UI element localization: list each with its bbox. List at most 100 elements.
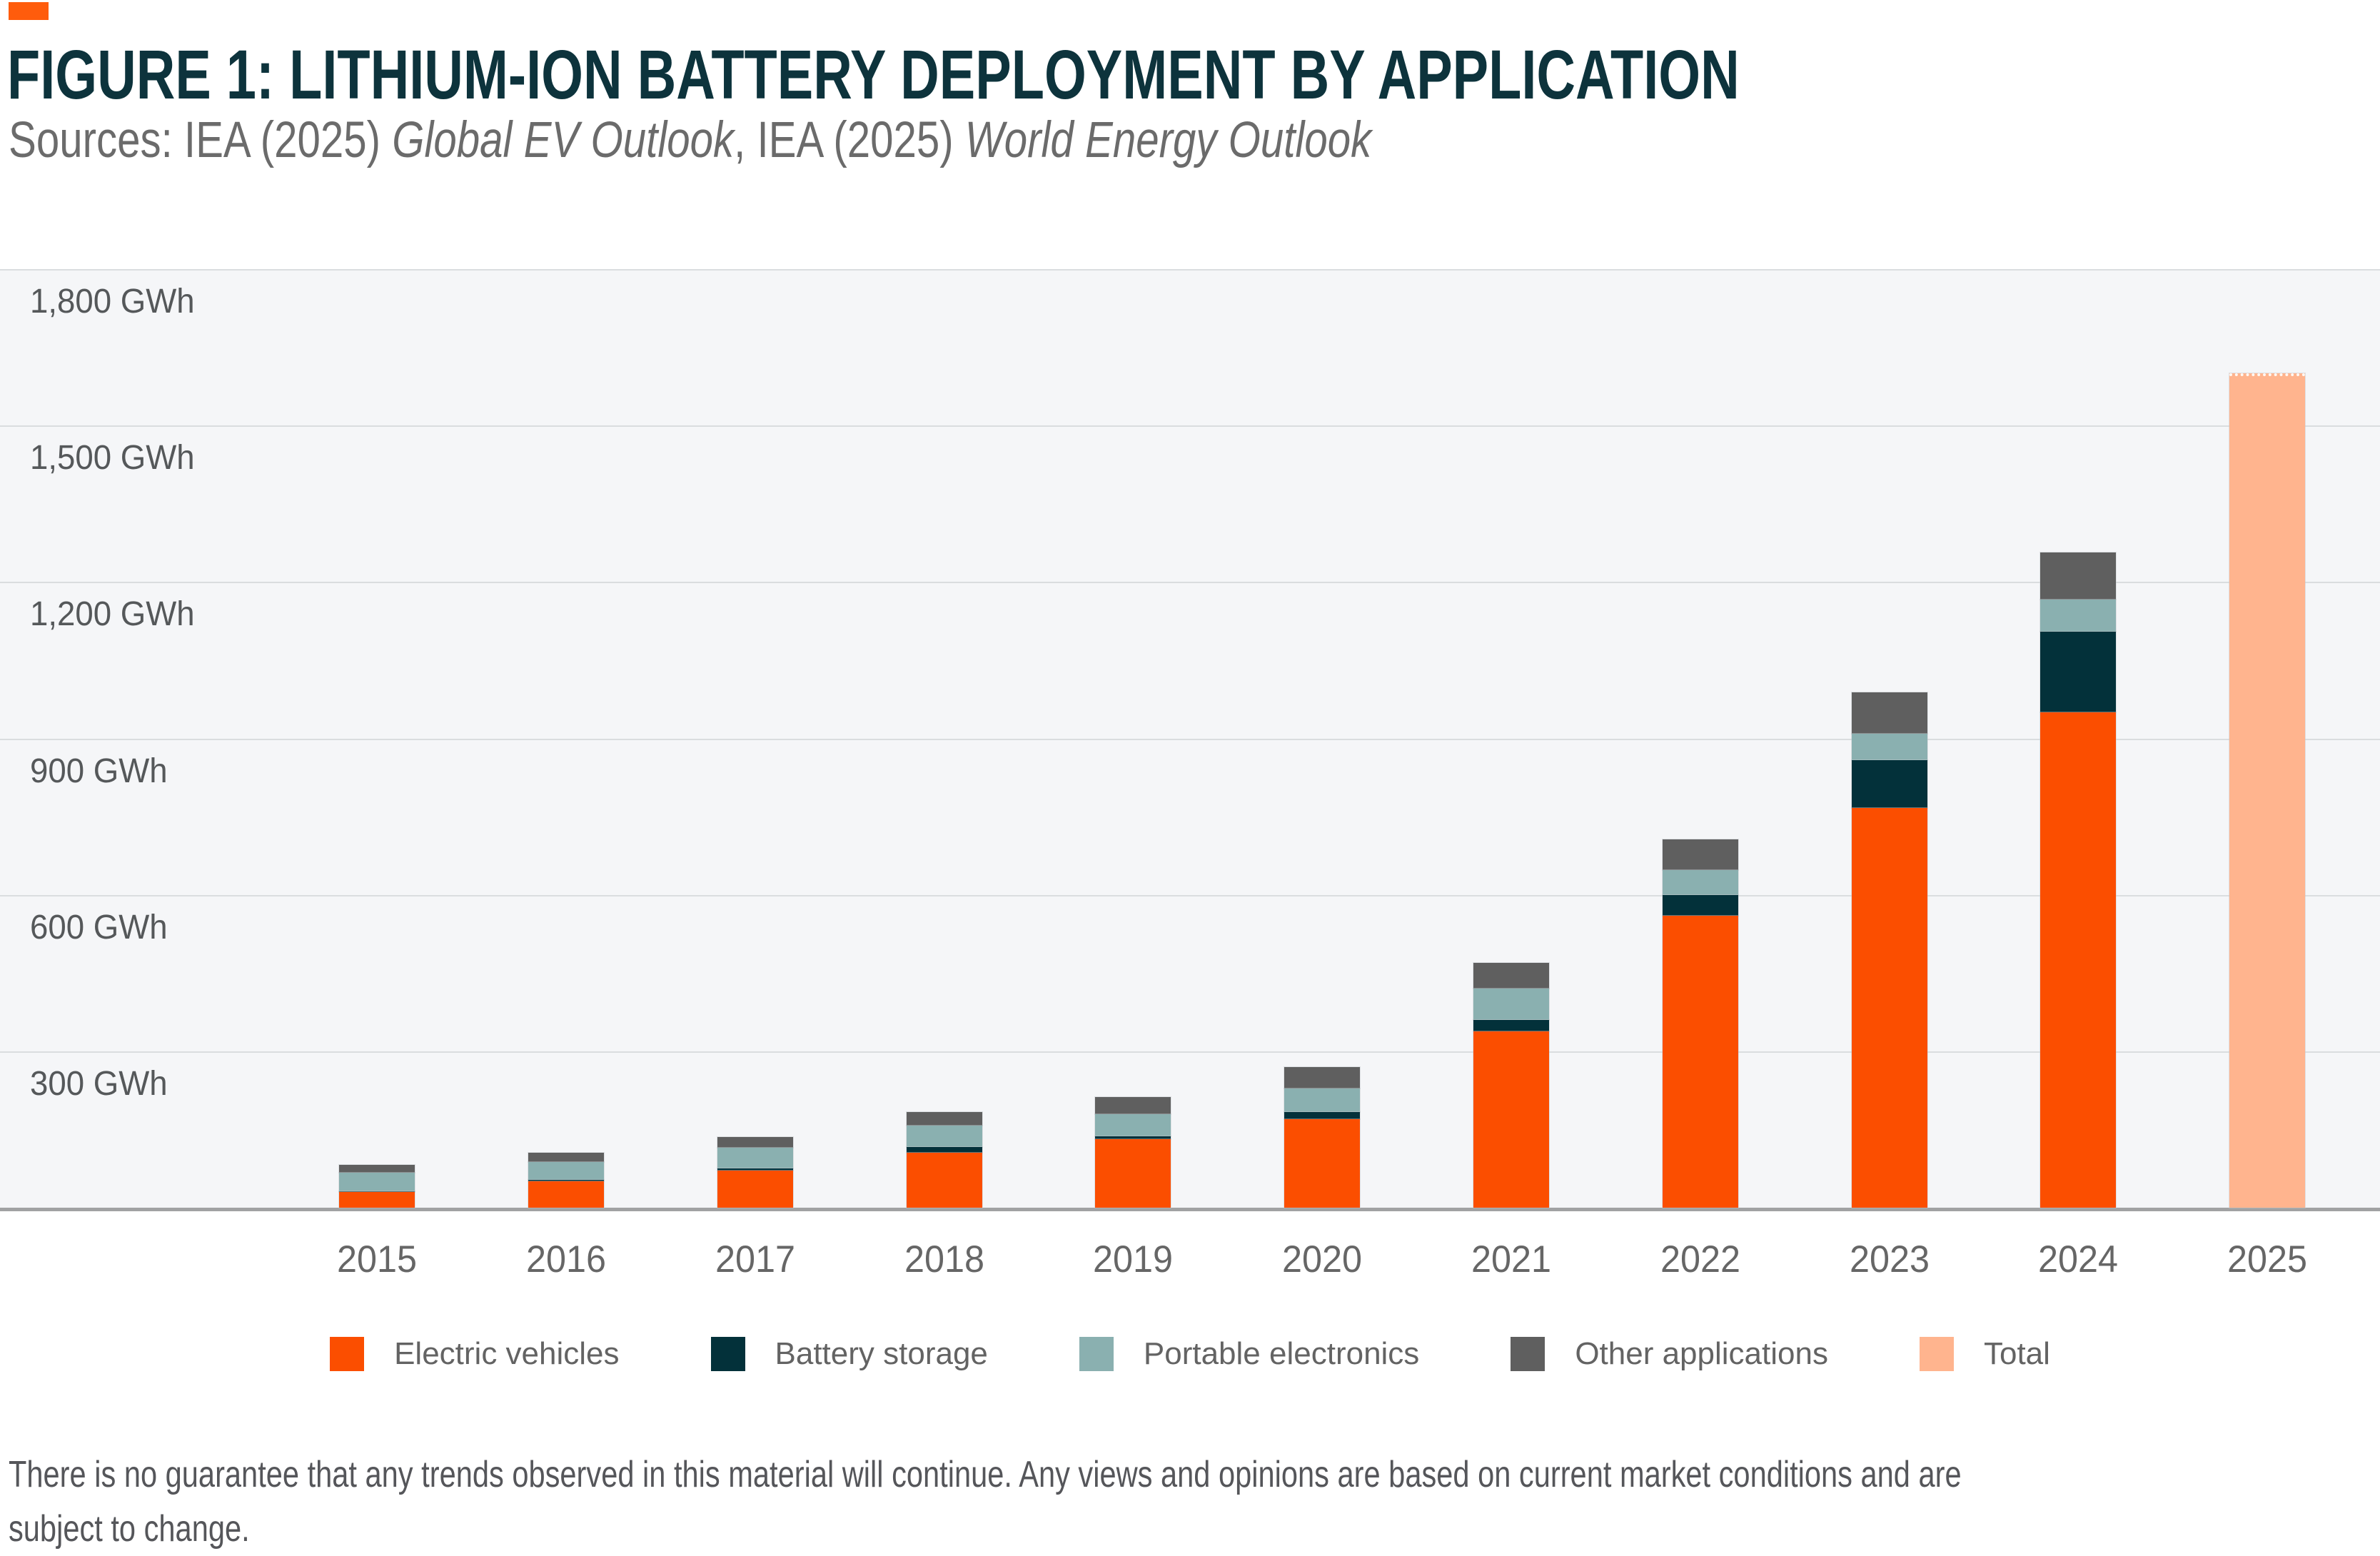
x-axis-label-2022: 2022 <box>1660 1238 1740 1280</box>
bar-2024 <box>2040 552 2117 1208</box>
bar-segment-electric-vehicles-2022 <box>1662 915 1738 1208</box>
x-axis-label-2025: 2025 <box>2227 1238 2308 1280</box>
disclaimer-line-2: subject to change. <box>9 1508 250 1550</box>
bar-segment-portable-electronics-2019 <box>1095 1113 1171 1136</box>
bar-segment-portable-electronics-2017 <box>717 1148 793 1168</box>
bar-segment-battery-storage-2018 <box>906 1146 982 1153</box>
legend-swatch-electric-vehicles <box>330 1337 365 1371</box>
sources-prefix: Sources: IEA (2025) <box>9 112 393 168</box>
legend-item-other-applications: Other applications <box>1511 1336 1828 1372</box>
gridline-300 <box>0 1051 2380 1053</box>
bar-segment-other-applications-2021 <box>1473 962 1549 989</box>
gridline-600 <box>0 894 2380 896</box>
bar-segment-portable-electronics-2020 <box>1284 1088 1361 1112</box>
legend-item-electric-vehicles: Electric vehicles <box>330 1336 620 1372</box>
bar-segment-other-applications-2018 <box>906 1112 982 1126</box>
bar-segment-electric-vehicles-2020 <box>1284 1118 1361 1208</box>
bar-segment-electric-vehicles-2023 <box>1851 807 1927 1208</box>
bar-segment-other-applications-2022 <box>1662 839 1738 870</box>
legend: Electric vehicles Battery storage Portable… <box>0 1326 2380 1382</box>
legend-swatch-battery-storage <box>710 1337 745 1371</box>
y-tick-label-300: 300 GWh <box>30 1064 168 1103</box>
bar-2015 <box>339 1165 415 1208</box>
bar-segment-other-applications-2023 <box>1851 692 1927 734</box>
bar-segment-battery-storage-2016 <box>528 1179 605 1182</box>
legend-label-other-applications: Other applications <box>1575 1336 1828 1371</box>
legend-swatch-portable-electronics <box>1079 1337 1114 1371</box>
bar-2016 <box>528 1153 605 1208</box>
legend-label-portable-electronics: Portable electronics <box>1143 1336 1420 1371</box>
bar-segment-battery-storage-2021 <box>1473 1020 1549 1032</box>
bar-2025 <box>2229 373 2306 1208</box>
bar-segment-electric-vehicles-2018 <box>906 1152 982 1208</box>
brand-mark <box>9 2 49 20</box>
figure-title: FIGURE 1: LITHIUM-ION BATTERY DEPLOYMENT… <box>7 36 1740 113</box>
bar-segment-battery-storage-2019 <box>1095 1136 1171 1140</box>
x-axis-label-2019: 2019 <box>1093 1238 1174 1280</box>
bar-segment-other-applications-2016 <box>528 1153 605 1163</box>
bar-segment-other-applications-2019 <box>1095 1097 1171 1114</box>
legend-label-total: Total <box>1983 1336 2050 1371</box>
source-title-world-energy-outlook: World Energy Outlook <box>964 112 1372 168</box>
bar-segment-other-applications-2015 <box>339 1165 415 1173</box>
x-axis-label-2016: 2016 <box>526 1238 607 1280</box>
bar-segment-total-2025 <box>2229 373 2306 1208</box>
disclaimer: There is no guarantee that any trends ob… <box>9 1448 1962 1556</box>
legend-label-electric-vehicles: Electric vehicles <box>394 1336 620 1371</box>
bar-2023 <box>1851 692 1927 1208</box>
bar-segment-electric-vehicles-2015 <box>339 1192 415 1208</box>
bar-segment-electric-vehicles-2019 <box>1095 1139 1171 1208</box>
legend-swatch-other-applications <box>1511 1337 1546 1371</box>
sources-middle: , IEA (2025) <box>734 112 965 168</box>
bar-segment-portable-electronics-2024 <box>2040 600 2117 632</box>
x-axis-label-2023: 2023 <box>1849 1238 1930 1280</box>
bar-segment-battery-storage-2022 <box>1662 895 1738 916</box>
x-axis-label-2015: 2015 <box>337 1238 418 1280</box>
bar-2020 <box>1284 1066 1361 1208</box>
y-tick-label-1500: 1,500 GWh <box>30 439 195 478</box>
gridline-1200 <box>0 582 2380 584</box>
bar-segment-other-applications-2020 <box>1284 1066 1361 1088</box>
legend-item-portable-electronics: Portable electronics <box>1079 1336 1419 1372</box>
disclaimer-line-1: There is no guarantee that any trends ob… <box>9 1454 1962 1495</box>
x-axis-label-2021: 2021 <box>1471 1238 1552 1280</box>
gridline-900 <box>0 738 2380 740</box>
y-tick-label-900: 900 GWh <box>30 752 168 790</box>
bar-segment-battery-storage-2020 <box>1284 1111 1361 1119</box>
plot-area: 1,800 GWh 1,500 GWh 1,200 GWh 900 GWh 600 GW… <box>0 269 2380 1211</box>
bar-segment-battery-storage-2015 <box>339 1191 415 1193</box>
x-axis-label-2017: 2017 <box>715 1238 795 1280</box>
legend-label-battery-storage: Battery storage <box>775 1336 988 1371</box>
legend-item-total: Total <box>1919 1336 2050 1372</box>
x-axis-label-2020: 2020 <box>1282 1238 1363 1280</box>
x-axis-label-2018: 2018 <box>904 1238 984 1280</box>
legend-swatch-total <box>1919 1337 1954 1371</box>
y-tick-label-1200: 1,200 GWh <box>30 595 195 634</box>
bar-segment-portable-electronics-2015 <box>339 1173 415 1192</box>
bar-2022 <box>1662 839 1738 1208</box>
x-axis-label-2024: 2024 <box>2038 1238 2119 1280</box>
bar-2017 <box>717 1137 793 1208</box>
bar-2018 <box>906 1112 982 1208</box>
y-tick-label-1800: 1,800 GWh <box>30 283 195 320</box>
bar-segment-portable-electronics-2021 <box>1473 989 1549 1021</box>
bar-segment-battery-storage-2024 <box>2040 631 2117 712</box>
y-tick-label-600: 600 GWh <box>30 908 168 946</box>
bar-segment-battery-storage-2023 <box>1851 760 1927 808</box>
bar-segment-electric-vehicles-2024 <box>2040 712 2117 1208</box>
bar-segment-portable-electronics-2016 <box>528 1162 605 1180</box>
legend-item-battery-storage: Battery storage <box>710 1336 988 1372</box>
bar-segment-portable-electronics-2022 <box>1662 869 1738 896</box>
bar-segment-electric-vehicles-2017 <box>717 1171 793 1208</box>
bar-segment-portable-electronics-2023 <box>1851 733 1927 761</box>
bar-2021 <box>1473 962 1549 1208</box>
bar-segment-electric-vehicles-2016 <box>528 1181 605 1208</box>
bar-segment-electric-vehicles-2021 <box>1473 1031 1549 1208</box>
bar-segment-other-applications-2024 <box>2040 552 2117 600</box>
bar-segment-portable-electronics-2018 <box>906 1126 982 1147</box>
gridline-1500 <box>0 425 2380 428</box>
sources-line: Sources: IEA (2025) Global EV Outlook, I… <box>9 111 1371 170</box>
bar-segment-battery-storage-2017 <box>717 1168 793 1171</box>
source-title-global-ev-outlook: Global EV Outlook <box>392 112 735 168</box>
